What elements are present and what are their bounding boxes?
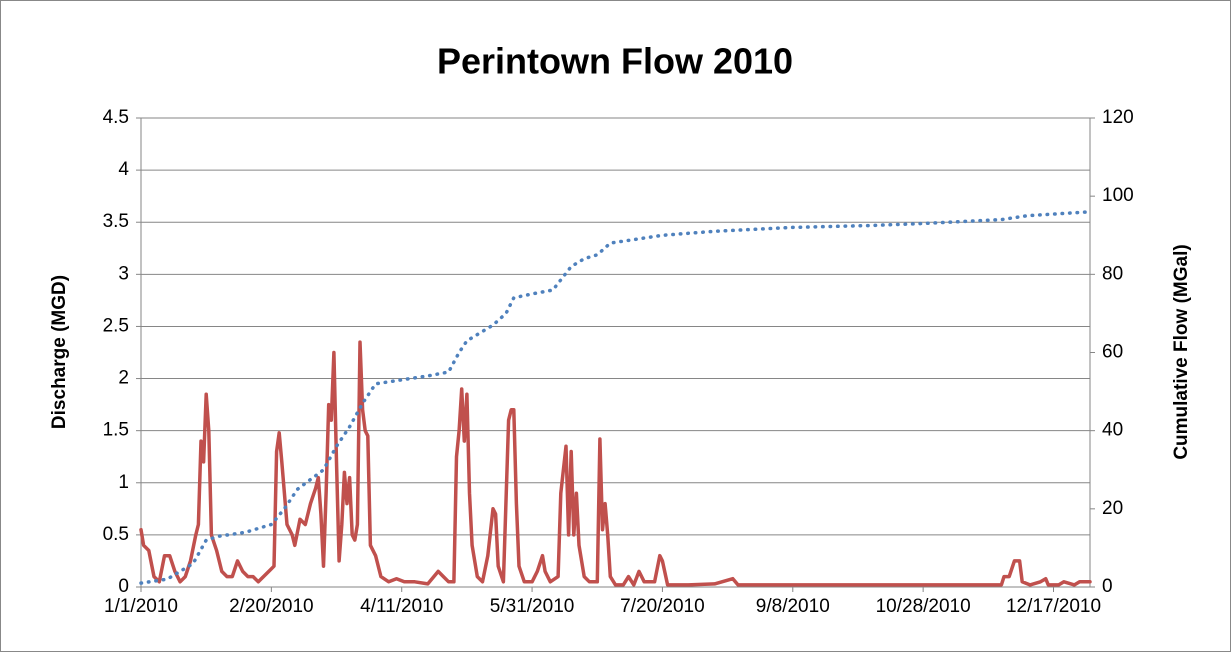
x-tick-label: 5/31/2010 (490, 596, 575, 617)
y2-tick-label: 40 (1102, 420, 1123, 441)
x-tick-label: 2/20/2010 (229, 596, 314, 617)
chart-title: Perintown Flow 2010 (437, 41, 793, 82)
y-tick-label: 3.5 (103, 211, 129, 232)
y-tick-label: 3 (118, 263, 129, 284)
y2-tick-label: 0 (1102, 576, 1113, 597)
y-tick-label: 1.5 (103, 420, 129, 441)
y-tick-label: 2 (118, 368, 129, 389)
y2-tick-label: 120 (1102, 107, 1134, 128)
x-tick-label: 1/1/2010 (104, 596, 178, 617)
y-tick-label: 4 (118, 159, 129, 180)
y-tick-label: 0 (118, 576, 129, 597)
y-tick-label: 1 (118, 472, 129, 493)
x-tick-label: 9/8/2010 (756, 596, 830, 617)
y-axis-title: Discharge (MGD) (49, 275, 70, 429)
y-tick-label: 4.5 (103, 107, 129, 128)
y2-tick-label: 60 (1102, 342, 1123, 363)
y2-tick-label: 100 (1102, 185, 1134, 206)
y2-axis-title: Cumulative Flow (MGal) (1171, 244, 1192, 459)
data-line (139, 340, 1092, 587)
data-line (139, 210, 1092, 585)
x-tick-label: 12/17/2010 (1006, 596, 1101, 617)
y-tick-label: 2.5 (103, 315, 129, 336)
y-tick-label: 0.5 (103, 524, 129, 545)
y2-tick-label: 80 (1102, 263, 1123, 284)
x-tick-label: 10/28/2010 (876, 596, 971, 617)
x-tick-label: 7/20/2010 (620, 596, 705, 617)
x-tick-label: 4/11/2010 (360, 596, 443, 617)
y2-tick-label: 20 (1102, 498, 1123, 519)
